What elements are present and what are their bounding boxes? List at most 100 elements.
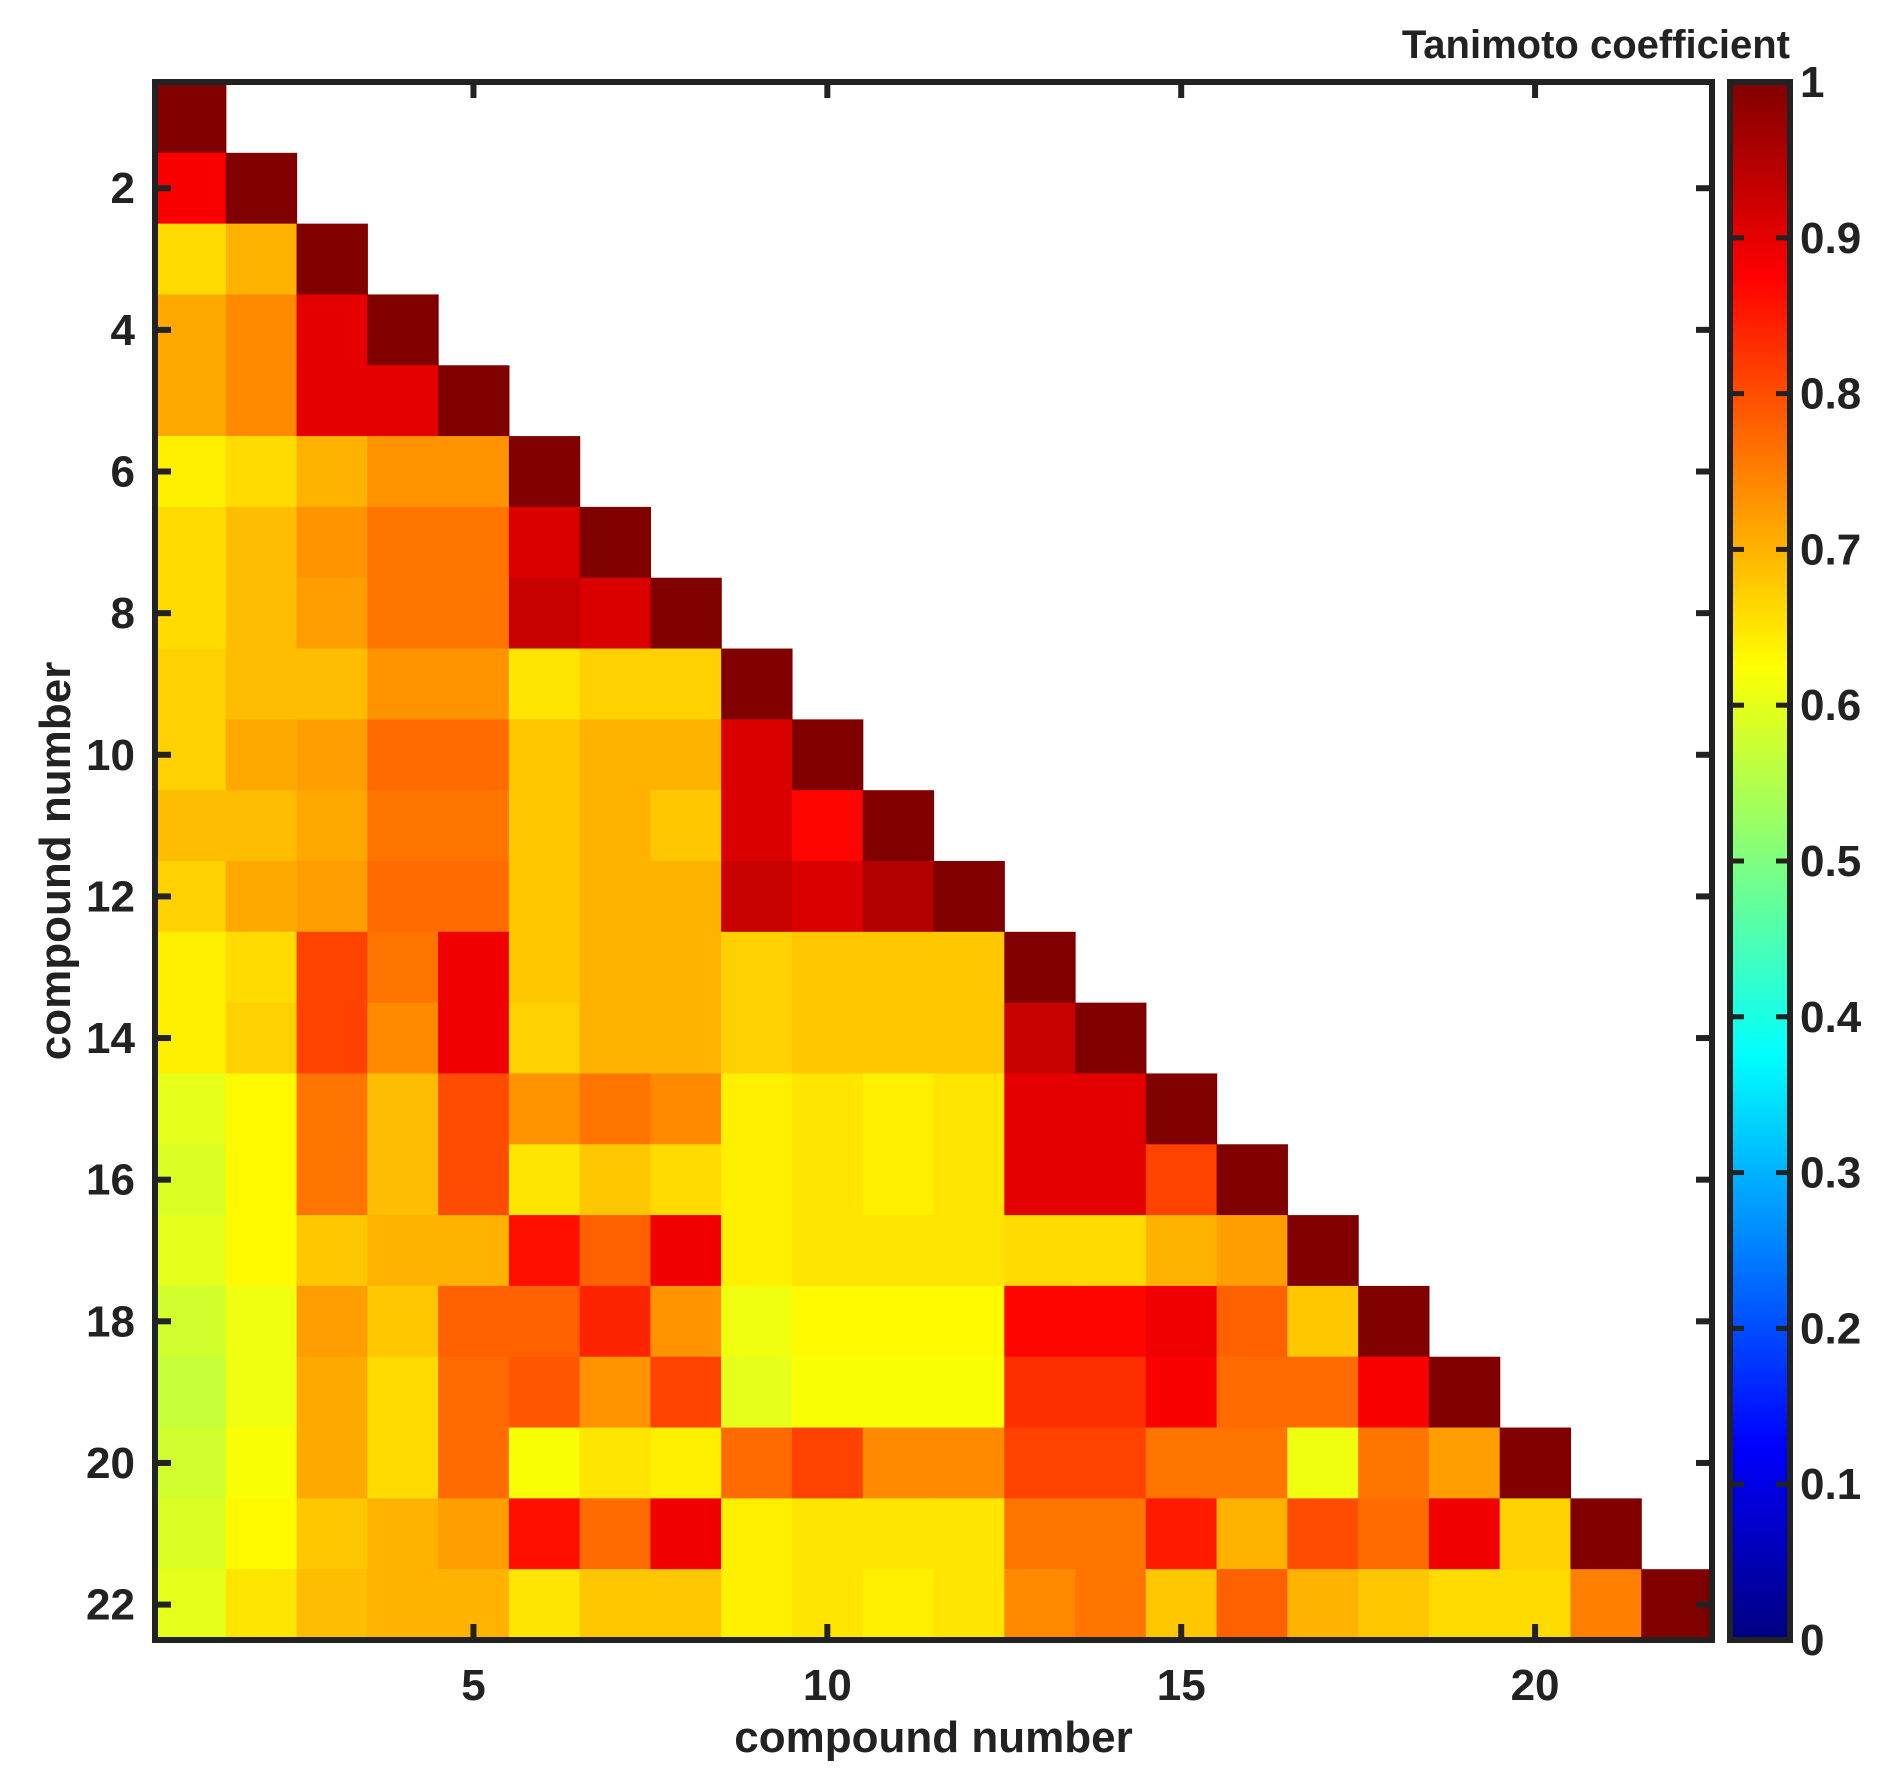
heatmap-cell-13-3 (296, 931, 368, 1004)
heatmap-cell-9-3 (296, 648, 368, 720)
y-tick-label-6: 6 (111, 448, 135, 497)
heatmap-cell-16-10 (791, 1144, 864, 1216)
heatmap-cell-19-13 (1004, 1356, 1076, 1429)
heatmap-cell-11-6 (508, 790, 581, 862)
heatmap-cell-22-13 (1004, 1569, 1076, 1641)
plot-frame (152, 79, 1715, 1643)
heatmap-cell-20-2 (225, 1427, 298, 1499)
heatmap-cell-13-7 (579, 931, 652, 1004)
heatmap-cell-11-3 (296, 790, 368, 862)
heatmap-cell-22-12 (933, 1569, 1005, 1641)
heatmap-cell-12-11 (862, 861, 935, 933)
heatmap-cell-17-10 (791, 1215, 864, 1287)
heatmap-cell-16-16 (1216, 1144, 1288, 1216)
heatmap-cell-4-3 (296, 294, 368, 366)
heatmap-cell-20-17 (1287, 1427, 1359, 1499)
heatmap-cell-8-3 (296, 577, 368, 650)
colorbar-tick-label-1: 0.1 (1800, 1460, 1861, 1509)
heatmap-cell-14-14 (1075, 1002, 1147, 1075)
heatmap-cell-19-19 (1428, 1356, 1501, 1429)
heatmap-cell-14-8 (650, 1002, 722, 1075)
heatmap-cell-13-1 (155, 931, 227, 1004)
colorbar-tick-label-2: 0.2 (1800, 1304, 1861, 1353)
heatmap-cell-19-17 (1287, 1356, 1359, 1429)
heatmap-cell-20-11 (862, 1427, 935, 1499)
heatmap-cell-17-11 (862, 1215, 935, 1287)
heatmap-cell-21-10 (791, 1498, 864, 1570)
heatmap-cell-8-7 (579, 577, 652, 650)
heatmap-cell-20-7 (579, 1427, 652, 1499)
heatmap-cell-9-4 (367, 648, 439, 720)
heatmap-cell-19-3 (296, 1356, 368, 1429)
heatmap-cell-17-9 (721, 1215, 793, 1287)
heatmap-cell-10-5 (438, 719, 510, 791)
heatmap-cell-22-3 (296, 1569, 368, 1641)
heatmap-cell-11-10 (791, 790, 864, 862)
heatmap-cell-14-2 (225, 1002, 298, 1075)
heatmap-cell-17-2 (225, 1215, 298, 1287)
heatmap-cell-15-2 (225, 1073, 298, 1145)
heatmap-cell-12-8 (650, 861, 722, 933)
heatmap-cell-10-4 (367, 719, 439, 791)
heatmap-cell-10-7 (579, 719, 652, 791)
heatmap-cell-17-8 (650, 1215, 722, 1287)
heatmap-cell-14-7 (579, 1002, 652, 1075)
heatmap-cell-21-18 (1358, 1498, 1430, 1570)
heatmap-cell-13-6 (508, 931, 581, 1004)
heatmap-cell-21-8 (650, 1498, 722, 1570)
heatmap-cell-17-17 (1287, 1215, 1359, 1287)
y-tick-label-10: 10 (86, 731, 135, 780)
heatmap-cell-22-21 (1570, 1569, 1642, 1641)
heatmap-cell-19-1 (155, 1356, 227, 1429)
heatmap-cell-7-2 (225, 506, 298, 579)
heatmap-cell-22-18 (1358, 1569, 1430, 1641)
heatmap-cell-19-15 (1145, 1356, 1218, 1429)
heatmap-cell-11-5 (438, 790, 510, 862)
heatmap-cell-20-3 (296, 1427, 368, 1499)
heatmap-cell-22-16 (1216, 1569, 1288, 1641)
heatmap-cell-20-5 (438, 1427, 510, 1499)
heatmap-cell-3-1 (155, 223, 227, 296)
heatmap-cell-19-14 (1075, 1356, 1147, 1429)
heatmap-cell-8-6 (508, 577, 581, 650)
heatmap-cell-18-3 (296, 1285, 368, 1358)
heatmap-cell-13-11 (862, 931, 935, 1004)
heatmap-cell-9-2 (225, 648, 298, 720)
heatmap-cell-18-17 (1287, 1285, 1359, 1358)
y-axis-label: compound number (31, 662, 80, 1060)
heatmap-cell-15-5 (438, 1073, 510, 1145)
heatmap-cell-21-3 (296, 1498, 368, 1570)
heatmap-cell-9-1 (155, 648, 227, 720)
heatmap-cell-19-11 (862, 1356, 935, 1429)
heatmap-cell-12-9 (721, 861, 793, 933)
heatmap-cell-15-11 (862, 1073, 935, 1145)
heatmap-cell-21-20 (1499, 1498, 1572, 1570)
heatmap-cell-21-6 (508, 1498, 581, 1570)
heatmap-cell-18-9 (721, 1285, 793, 1358)
heatmap-cell-6-6 (508, 436, 581, 508)
heatmap-cell-16-12 (933, 1144, 1005, 1216)
heatmap-cell-6-2 (225, 436, 298, 508)
heatmap-cell-21-9 (721, 1498, 793, 1570)
heatmap-cell-21-15 (1145, 1498, 1218, 1570)
heatmap-cell-18-6 (508, 1285, 581, 1358)
heatmap-cell-10-6 (508, 719, 581, 791)
heatmap-cell-9-7 (579, 648, 652, 720)
heatmap-cell-5-5 (438, 365, 510, 437)
heatmap-cell-18-7 (579, 1285, 652, 1358)
heatmap-cell-21-13 (1004, 1498, 1076, 1570)
heatmap-cell-18-12 (933, 1285, 1005, 1358)
heatmap-cell-18-2 (225, 1285, 298, 1358)
heatmap-cell-12-10 (791, 861, 864, 933)
heatmap-cell-10-9 (721, 719, 793, 791)
x-tick-label-5: 5 (461, 1661, 485, 1710)
heatmap-cell-17-14 (1075, 1215, 1147, 1287)
heatmap-cell-19-10 (791, 1356, 864, 1429)
heatmap-cell-20-16 (1216, 1427, 1288, 1499)
heatmap-cell-19-7 (579, 1356, 652, 1429)
heatmap-cell-11-7 (579, 790, 652, 862)
heatmap-cell-11-1 (155, 790, 227, 862)
heatmap-cell-20-20 (1499, 1427, 1572, 1499)
heatmap-cell-20-14 (1075, 1427, 1147, 1499)
